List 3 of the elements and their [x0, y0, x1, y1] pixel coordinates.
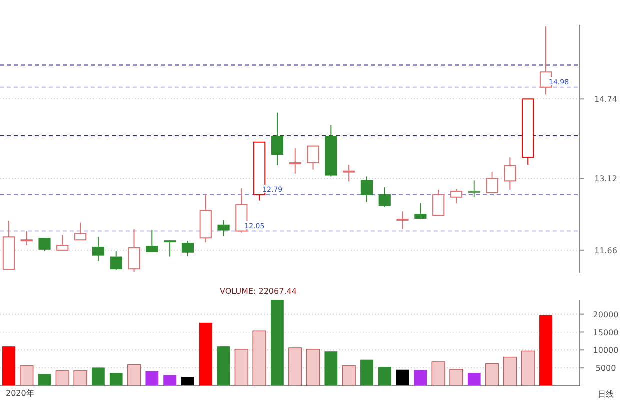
- annotation: 2020年: [6, 389, 34, 398]
- annotation: 日线: [598, 390, 614, 399]
- annotation: VOLUME: 22067.44: [220, 287, 297, 296]
